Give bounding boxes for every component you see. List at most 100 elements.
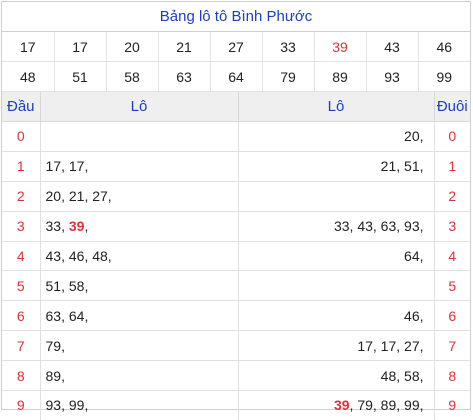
lo-number: 99 xyxy=(404,397,420,414)
result-number: 27 xyxy=(210,32,263,62)
dau-lo-list: 79, xyxy=(40,330,239,362)
numbers-row-1: 17 17 20 21 27 33 39 43 46 xyxy=(2,32,470,62)
result-number: 64 xyxy=(210,61,263,92)
dau-header: Đầu xyxy=(2,92,41,122)
result-number: 93 xyxy=(366,61,419,92)
dau-digit: 0 xyxy=(2,121,41,152)
duoi-lo-list xyxy=(238,270,435,302)
lo-number: 39 xyxy=(333,397,350,414)
result-number: 99 xyxy=(418,61,470,92)
duoi-lo-list: 20, xyxy=(238,121,435,152)
lo-number: 33 xyxy=(45,218,62,235)
loto-row: 2 20, 21, 27, 2 xyxy=(2,181,470,212)
result-number: 17 xyxy=(2,32,55,62)
loto-row: 6 63, 64, 46, 6 xyxy=(2,300,470,332)
duoi-lo-list: 33, 43, 63, 93, xyxy=(238,211,435,242)
result-number: 89 xyxy=(314,61,367,92)
duoi-lo-list xyxy=(238,181,435,212)
lo-number: 17 xyxy=(357,337,373,354)
lo-number: 63 xyxy=(45,307,62,324)
dau-digit: 7 xyxy=(2,330,41,362)
lo-number: 17 xyxy=(380,337,397,354)
loto-row: 3 33, 39, 33, 43, 63, 93, 3 xyxy=(2,211,470,242)
lo-number: 17 xyxy=(45,158,62,175)
loto-row: 1 17, 17, 21, 51, 1 xyxy=(2,151,470,182)
duoi-digit: 8 xyxy=(434,360,470,392)
result-number: 39 xyxy=(314,32,367,62)
duoi-header: Đuôi xyxy=(434,92,470,122)
loto-row: 4 43, 46, 48, 64, 4 xyxy=(2,241,470,272)
dau-digit: 9 xyxy=(2,390,41,420)
lo-number: 43 xyxy=(45,248,62,264)
numbers-row-2: 48 51 58 63 64 79 89 93 99 xyxy=(2,61,470,92)
lo-right-header: Lô xyxy=(238,92,435,122)
dau-lo-list: 17, 17, xyxy=(40,151,239,182)
dau-digit: 6 xyxy=(2,300,41,332)
loto-header-row: Đầu Lô Lô Đuôi xyxy=(2,92,470,122)
result-number: 20 xyxy=(106,32,159,62)
result-number: 48 xyxy=(2,61,55,92)
dau-lo-list: 93, 99, xyxy=(40,390,239,420)
lo-number: 27 xyxy=(404,337,420,354)
lo-number: 43 xyxy=(357,218,373,235)
duoi-digit: 7 xyxy=(434,330,470,362)
dau-digit: 4 xyxy=(2,241,41,272)
dau-digit: 5 xyxy=(2,270,41,302)
loto-row: 9 93, 99, 39, 79, 89, 99, 9 xyxy=(2,390,470,420)
result-number: 17 xyxy=(54,32,107,62)
duoi-digit: 9 xyxy=(448,397,457,414)
result-number: 63 xyxy=(158,61,211,92)
lo-left-header: Lô xyxy=(40,92,239,122)
duoi-lo-list: 64, xyxy=(238,241,435,272)
loto-row: 0 20, 0 xyxy=(2,121,470,152)
lo-number: 89 xyxy=(45,367,62,384)
lo-number: 64 xyxy=(68,307,85,324)
result-number: 79 xyxy=(262,61,315,92)
loto-row: 8 89, 48, 58, 8 xyxy=(2,360,470,392)
duoi-digit: 1 xyxy=(434,151,470,182)
lo-number: 21 xyxy=(68,188,85,205)
lo-number: 93 xyxy=(45,397,62,414)
lo-number: 39 xyxy=(68,218,85,235)
table-title: Bảng lô tô Bình Phước xyxy=(2,2,470,32)
result-numbers-table: 17 17 20 21 27 33 39 43 46 48 51 58 63 64 79 89 93 99 xyxy=(2,32,470,92)
result-number: 58 xyxy=(106,61,159,92)
result-number: 51 xyxy=(54,61,107,92)
dau-lo-list: 63, 64, xyxy=(40,300,239,332)
dau-lo-list: 20, 21, 27, xyxy=(40,181,239,212)
lo-number: 48 xyxy=(92,248,108,264)
loto-row: 5 51, 58, 5 xyxy=(2,270,470,302)
lo-number: 46 xyxy=(68,248,85,264)
duoi-digit: 6 xyxy=(434,300,470,332)
result-number: 46 xyxy=(418,32,470,62)
result-number: 21 xyxy=(158,32,211,62)
duoi-digit: 3 xyxy=(434,211,470,242)
loto-row: 7 79, 17, 17, 27, 7 xyxy=(2,330,470,362)
result-number: 33 xyxy=(262,32,315,62)
duoi-lo-list: 46, xyxy=(238,300,435,332)
duoi-lo-list: 17, 17, 27, xyxy=(238,330,435,362)
dau-lo-list: 89, xyxy=(40,360,239,392)
duoi-lo-list: 39, 79, 89, 99, xyxy=(238,390,435,420)
duoi-lo-list: 48, 58, xyxy=(238,360,435,392)
dau-lo-list: 33, 39, xyxy=(40,211,239,242)
lo-number: 27 xyxy=(92,188,108,205)
dau-lo-list: 43, 46, 48, xyxy=(40,241,239,272)
lo-number: 33 xyxy=(333,218,350,235)
lo-number: 58 xyxy=(404,367,420,384)
duoi-lo-list: 21, 51, xyxy=(238,151,435,182)
dau-lo-list: 51, 58, xyxy=(40,270,239,302)
lo-number: 20 xyxy=(45,188,62,205)
lo-number: 51 xyxy=(404,158,420,175)
lo-number: 48 xyxy=(380,367,397,384)
dau-digit: 8 xyxy=(2,360,41,392)
lo-number: 63 xyxy=(380,218,397,235)
duoi-digit: 0 xyxy=(434,121,470,152)
lo-number: 99 xyxy=(68,397,85,414)
lo-number: 89 xyxy=(380,397,397,414)
lo-number: 51 xyxy=(45,277,62,294)
lo-number: 20 xyxy=(404,128,420,145)
